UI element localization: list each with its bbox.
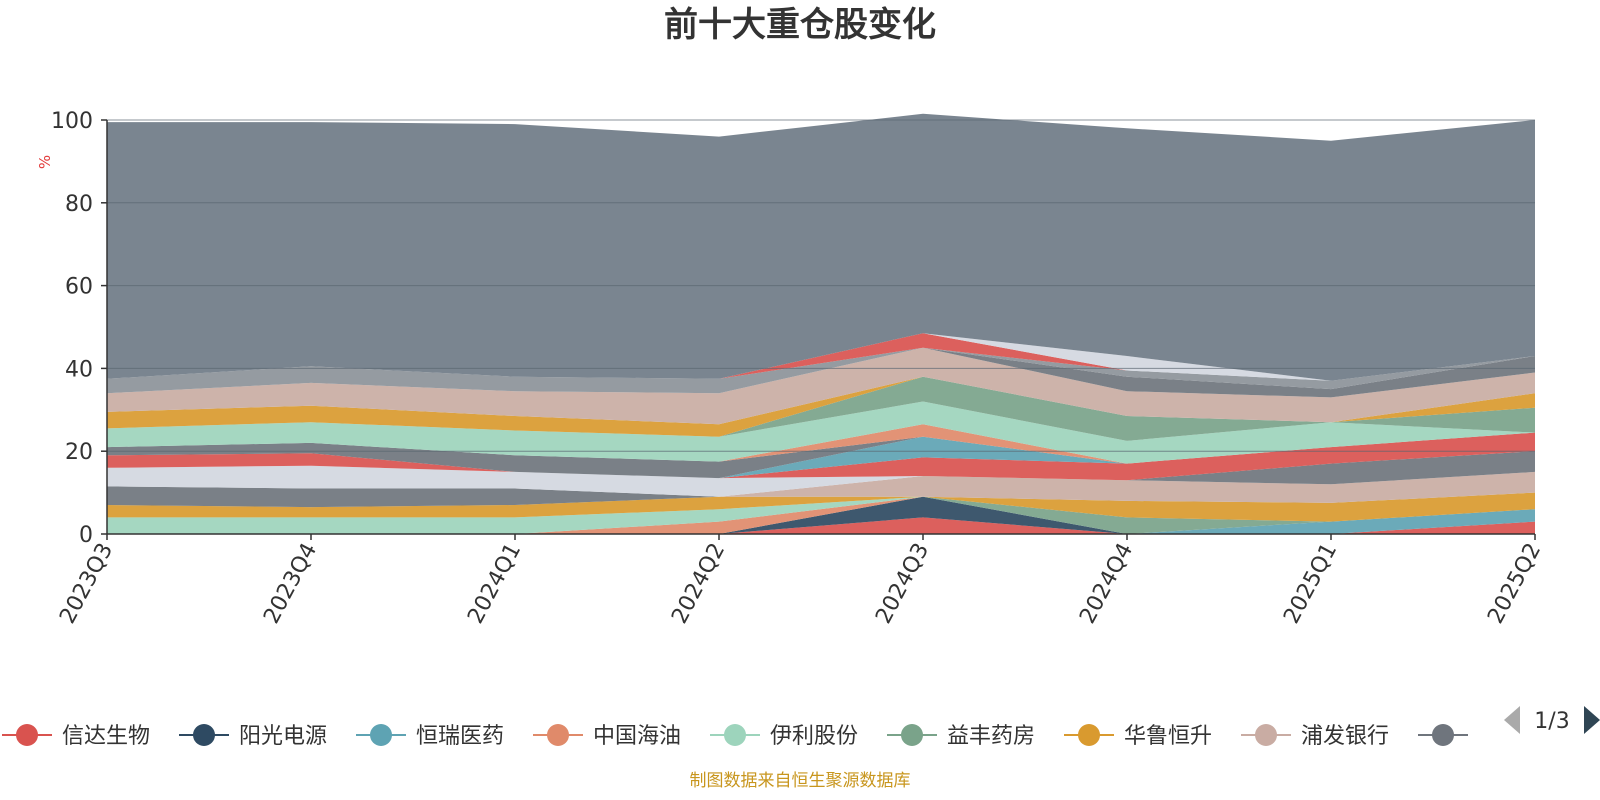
legend-label: 信达生物 — [62, 724, 150, 749]
area-series-14 — [107, 401, 1535, 464]
y-tick-label: 60 — [65, 275, 93, 300]
triangle-left-icon — [1504, 706, 1520, 734]
legend-dot-icon — [16, 724, 38, 746]
area-series-13 — [107, 424, 1535, 464]
legend-item[interactable]: 伊利股份 — [710, 724, 858, 749]
source-note: 制图数据来自恒生聚源数据库 — [690, 771, 911, 791]
area-series-22 — [107, 113, 1535, 381]
x-tick-label: 2023Q3 — [55, 539, 118, 628]
area-series-3 — [107, 496, 1535, 534]
legend-label: 华鲁恒升 — [1124, 724, 1212, 749]
area-series-15 — [107, 376, 1535, 441]
area-series-6 — [107, 492, 1535, 522]
y-tick-label: 100 — [51, 109, 93, 134]
x-tick-label: 2024Q4 — [1075, 539, 1138, 628]
y-tick-label: 20 — [65, 440, 93, 465]
legend-item[interactable]: 益丰药房 — [887, 724, 1035, 749]
legend-overflow-mask — [1472, 705, 1502, 745]
legend-page-indicator: 1/3 — [1534, 709, 1569, 734]
legend-label: 恒瑞医药 — [416, 724, 504, 749]
area-series-5 — [107, 496, 1535, 534]
area-series-20 — [107, 333, 1535, 381]
area-series-19 — [107, 347, 1535, 394]
x-tick-label: 2023Q4 — [259, 539, 322, 628]
legend: 信达生物阳光电源恒瑞医药中国海油伊利股份益丰药房华鲁恒升浦发银行E — [2, 705, 1502, 749]
legend-item[interactable]: 浦发银行 — [1241, 724, 1389, 749]
x-tick-label: 2025Q2 — [1483, 539, 1546, 628]
grid-lines — [107, 119, 1535, 452]
triangle-right-icon — [1584, 706, 1600, 734]
legend-dot-icon — [1432, 724, 1454, 746]
area-series-7 — [107, 471, 1535, 508]
legend-item[interactable]: 阳光电源 — [179, 724, 327, 749]
y-tick-label: 0 — [79, 523, 93, 548]
x-tick-labels: 2023Q3 2023Q4 2024Q1 2024Q2 2024Q3 2024Q4 2025… — [55, 534, 1546, 628]
legend-item[interactable]: 恒瑞医药 — [356, 724, 504, 749]
legend-dot-icon — [901, 724, 923, 746]
y-tick-labels: 0 20 40 60 80 100 — [51, 109, 107, 548]
y-tick-label: 40 — [65, 357, 93, 382]
axes — [106, 120, 1535, 535]
legend-label: 浦发银行 — [1301, 724, 1389, 749]
legend-dot-icon — [547, 724, 569, 746]
legend-label: 阳光电源 — [239, 724, 327, 749]
legend-label: 益丰药房 — [947, 724, 1035, 749]
legend-dot-icon — [724, 724, 746, 746]
area-series-9 — [107, 451, 1535, 497]
legend-item[interactable]: 信达生物 — [2, 724, 150, 749]
legend-label: 中国海油 — [593, 724, 681, 749]
legend-label: 伊利股份 — [770, 724, 858, 749]
chart-title: 前十大重仓股变化 — [664, 5, 936, 45]
area-series-18 — [107, 347, 1535, 398]
x-tick-label: 2025Q1 — [1279, 539, 1342, 628]
y-axis-label: % — [36, 155, 54, 169]
legend-dot-icon — [193, 724, 215, 746]
y-tick-label: 80 — [65, 192, 93, 217]
area-series-10 — [107, 432, 1535, 481]
x-tick-label: 2024Q1 — [463, 539, 526, 628]
legend-dot-icon — [370, 724, 392, 746]
legend-next-page-button[interactable] — [1584, 706, 1600, 734]
area-series-2 — [107, 496, 1535, 534]
legend-item[interactable]: 中国海油 — [533, 724, 681, 749]
x-tick-label: 2024Q2 — [667, 539, 730, 628]
legend-prev-page-button[interactable] — [1504, 706, 1520, 734]
area-series-16 — [107, 376, 1535, 437]
legend-dot-icon — [1078, 724, 1100, 746]
area-series-17 — [107, 347, 1535, 425]
x-tick-label: 2024Q3 — [871, 539, 934, 628]
legend-item[interactable]: 华鲁恒升 — [1064, 724, 1212, 749]
area-series-4 — [107, 496, 1535, 534]
plot-area-layer — [107, 113, 1535, 534]
area-series-8 — [107, 451, 1535, 508]
legend-dot-icon — [1255, 724, 1277, 746]
area-series-12 — [107, 432, 1535, 479]
